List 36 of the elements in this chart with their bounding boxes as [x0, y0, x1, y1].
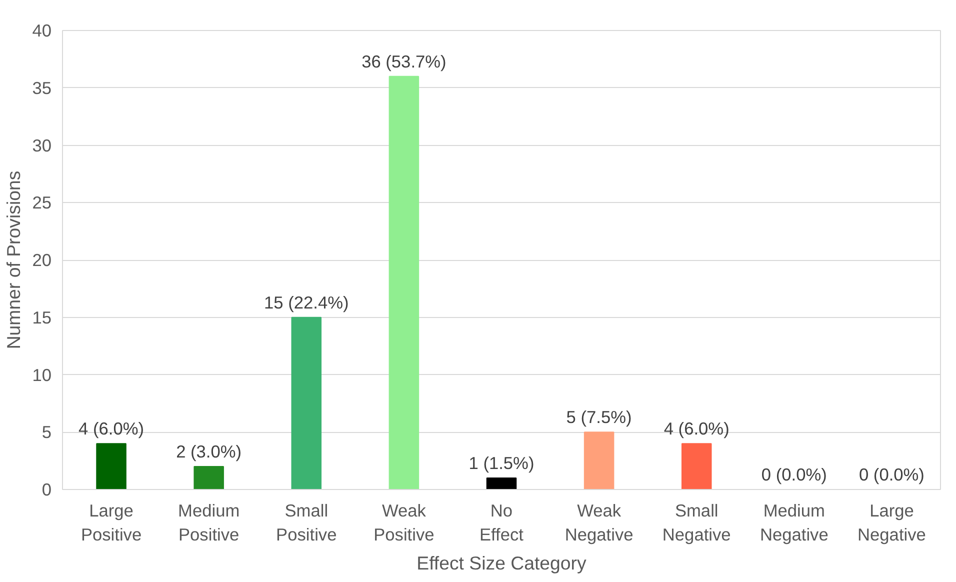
y-tick-label: 0: [42, 480, 52, 500]
x-tick-label: No Effect: [480, 500, 524, 544]
data-label: 1 (1.5%): [468, 453, 534, 474]
data-label: 0 (0.0%): [761, 464, 827, 484]
y-tick-label: 5: [42, 422, 52, 442]
y-tick-label: 40: [32, 20, 52, 40]
bar: [486, 478, 517, 490]
y-tick-label: 10: [32, 364, 52, 385]
x-tick-label: Medium Positive: [178, 500, 240, 544]
x-tick-label: Small Negative: [662, 500, 731, 544]
data-label: 0 (0.0%): [858, 464, 924, 484]
data-label: 36 (53.7%): [362, 51, 446, 72]
bar: [194, 466, 224, 490]
data-label: 2 (3.0%): [176, 442, 242, 462]
bar: [96, 443, 126, 490]
bar: [681, 443, 712, 490]
x-axis-title: Effect Size Category: [416, 552, 588, 574]
y-tick-label: 20: [32, 250, 52, 270]
data-label: 4 (6.0%): [78, 418, 144, 439]
x-tick-label: Large Positive: [80, 500, 142, 544]
bar: [388, 76, 420, 490]
x-tick-label: Weak Negative: [564, 500, 634, 544]
bar: [584, 432, 614, 490]
x-tick-label: Large Negative: [858, 500, 926, 544]
x-tick-label: Weak Positive: [374, 500, 434, 544]
data-label: 5 (7.5%): [566, 407, 632, 428]
data-label: 15 (22.4%): [264, 292, 349, 312]
y-tick-label: 15: [32, 307, 52, 328]
x-tick-label: Small Positive: [276, 500, 337, 544]
y-axis-title: Numner of Provisions: [3, 170, 24, 350]
y-tick-label: 25: [32, 192, 52, 213]
y-tick-label: 35: [32, 78, 52, 98]
x-tick-label: Medium Negative: [760, 500, 828, 544]
y-tick-label: 30: [32, 135, 52, 156]
bar: [291, 316, 322, 490]
data-label: 4 (6.0%): [664, 418, 730, 439]
